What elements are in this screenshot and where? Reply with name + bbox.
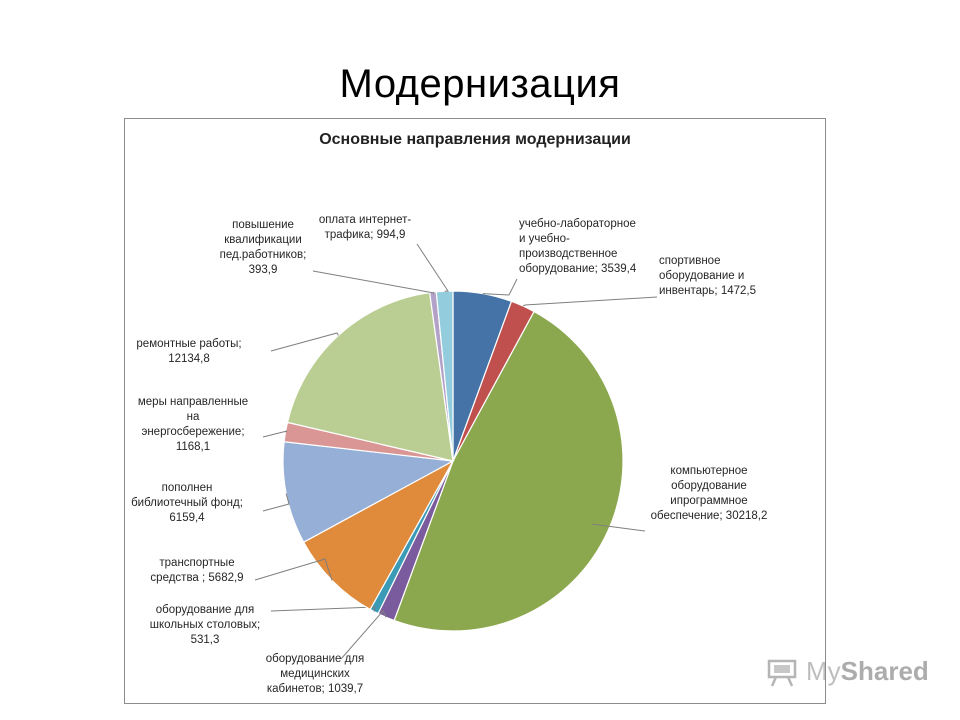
leader-line: [254, 558, 333, 581]
data-label: спортивное оборудование и инвентарь; 1472,…: [659, 255, 756, 297]
leader-line: [312, 270, 435, 294]
data-label: повышение квалификации пед.работников; 393,…: [220, 219, 307, 276]
watermark-text: MyShared: [806, 656, 929, 686]
slide-title: Модернизация: [339, 62, 621, 106]
pie-slice: [393, 310, 624, 632]
data-label: транспортные средства ; 5682,9: [150, 557, 243, 584]
projector-board-icon: [767, 659, 797, 687]
data-label: оплата интернет-трафика; 994,9: [319, 214, 412, 241]
leader-line: [522, 296, 658, 307]
pie-chart: учебно-лабораторное и учебно-производстве…: [131, 214, 768, 695]
data-label: меры направленные на энергосбережение; 1168…: [138, 396, 248, 453]
data-label: оборудование для медицинских кабинетов; 10…: [266, 653, 365, 695]
data-label: пополнен библиотечный фонд; 6159,4: [131, 482, 243, 524]
leader-line: [262, 430, 288, 438]
watermark: MyShared: [766, 656, 929, 687]
leader-line: [270, 332, 339, 352]
data-label: оборудование для школьных столовых; 531,3: [150, 604, 260, 646]
data-label: ремонтные работы; 12134,8: [136, 338, 241, 365]
data-label: учебно-лабораторное и учебно-производстве…: [519, 218, 637, 275]
leader-line: [482, 278, 518, 296]
pie-slice: [286, 291, 454, 462]
leader-line: [592, 523, 646, 532]
data-label: компьютерное оборудование ипрограммное обес…: [651, 465, 768, 522]
leader-line: [270, 606, 376, 612]
chart-title: Основные направления модернизации: [319, 131, 631, 148]
pie-slice: [435, 290, 454, 462]
chart-frame: Основные направления модернизации учебно…: [124, 118, 826, 704]
leader-line: [340, 610, 387, 660]
leader-line: [262, 493, 290, 512]
leader-line: [416, 243, 449, 292]
